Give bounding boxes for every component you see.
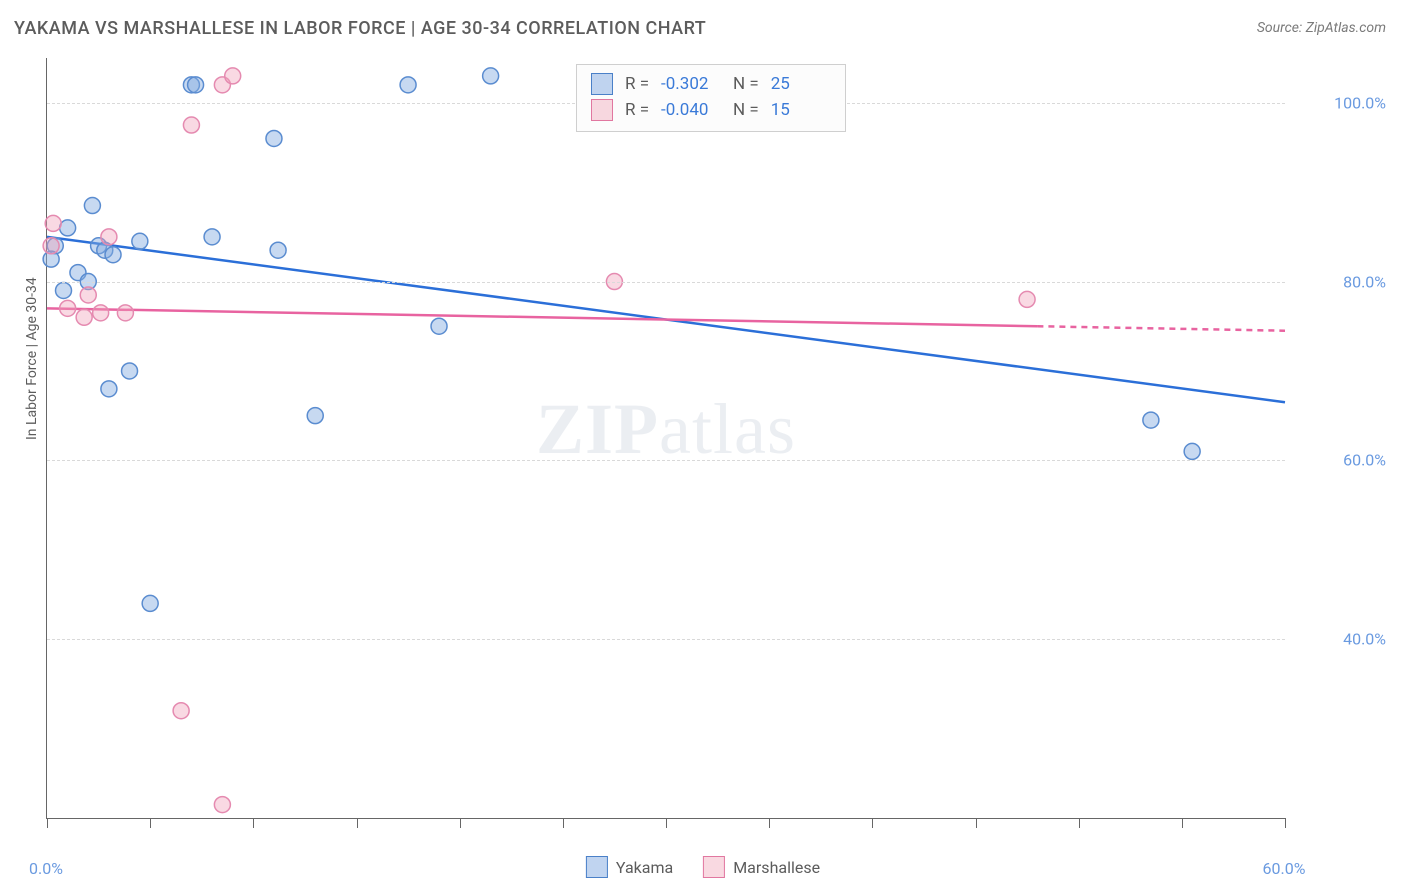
xtick-label: 0.0% — [29, 859, 63, 878]
legend-label: Yakama — [616, 858, 673, 877]
xtick — [47, 818, 48, 828]
xtick — [357, 818, 358, 828]
xtick — [150, 818, 151, 828]
ytick-label: 80.0% — [1343, 272, 1386, 291]
ytick-label: 60.0% — [1343, 451, 1386, 470]
xtick-label: 60.0% — [1263, 859, 1306, 878]
stats-box: R = -0.302 N = 25 R = -0.040 N = 15 — [576, 64, 846, 132]
gridline-h — [47, 460, 1285, 461]
xtick — [976, 818, 977, 828]
xtick — [1285, 818, 1286, 828]
n-value: 25 — [771, 74, 831, 94]
y-axis-label: In Labor Force | Age 30-34 — [24, 277, 40, 440]
xtick — [1182, 818, 1183, 828]
gridline-h — [47, 282, 1285, 283]
swatch-icon — [586, 856, 608, 878]
ytick-label: 40.0% — [1343, 630, 1386, 649]
legend-bottom: Yakama Marshallese — [586, 856, 820, 878]
plot-area: ZIPatlas — [46, 58, 1285, 819]
r-value: -0.040 — [661, 100, 721, 120]
r-label: R = — [625, 100, 649, 120]
stats-row-yakama: R = -0.302 N = 25 — [591, 71, 831, 97]
swatch-icon — [591, 73, 613, 95]
swatch-icon — [591, 99, 613, 121]
gridline-h — [47, 639, 1285, 640]
chart-svg — [47, 58, 1285, 818]
xtick — [1079, 818, 1080, 828]
xtick — [460, 818, 461, 828]
r-value: -0.302 — [661, 74, 721, 94]
swatch-icon — [703, 856, 725, 878]
xtick — [563, 818, 564, 828]
chart-title: YAKAMA VS MARSHALLESE IN LABOR FORCE | A… — [14, 18, 706, 39]
xtick — [666, 818, 667, 828]
xtick — [253, 818, 254, 828]
xtick — [769, 818, 770, 828]
legend-item-yakama: Yakama — [586, 856, 673, 878]
n-label: N = — [733, 100, 759, 120]
r-label: R = — [625, 74, 649, 94]
n-value: 15 — [771, 100, 831, 120]
legend-label: Marshallese — [733, 858, 820, 877]
xtick — [872, 818, 873, 828]
legend-item-marshallese: Marshallese — [703, 856, 820, 878]
ytick-label: 100.0% — [1334, 93, 1386, 112]
source-attribution: Source: ZipAtlas.com — [1257, 20, 1386, 36]
stats-row-marshallese: R = -0.040 N = 15 — [591, 97, 831, 123]
n-label: N = — [733, 74, 759, 94]
